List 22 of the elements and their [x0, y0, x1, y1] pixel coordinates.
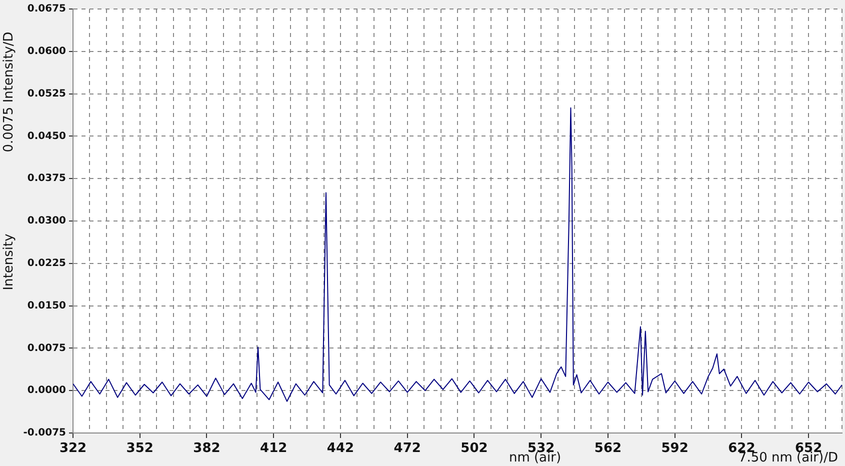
y-tick-label: 0.0525	[27, 88, 66, 100]
x-tick-label: 562	[594, 441, 622, 456]
x-tick-label: 382	[193, 441, 220, 456]
y-tick-label: 0.0300	[27, 216, 66, 227]
y-tick-label: -0.0075	[23, 428, 66, 439]
y-tick-label: 0.0000	[27, 385, 66, 396]
y-tick-label: 0.0450	[27, 130, 66, 142]
x-tick-label: 412	[260, 441, 288, 456]
y-axis-title: Intensity	[1, 233, 16, 290]
x-tick-label: 472	[394, 441, 421, 456]
y-tick-label: 0.0150	[27, 300, 66, 312]
y-tick-label: 0.0675	[27, 4, 66, 15]
y-tick-label: 0.0600	[27, 46, 66, 57]
x-tick-label: 442	[326, 441, 354, 456]
text: 0.0075 Intensity/D	[1, 32, 16, 152]
x-tick-label: 352	[126, 441, 154, 456]
y-tick-label: 0.0375	[27, 173, 66, 184]
y-tick-label: 0.0075	[27, 342, 66, 354]
x-tick-label: 592	[661, 441, 688, 456]
x-tick-label: 322	[59, 441, 87, 456]
y-tick-label: 0.0225	[27, 258, 66, 269]
x-tick-label: 502	[460, 441, 488, 456]
